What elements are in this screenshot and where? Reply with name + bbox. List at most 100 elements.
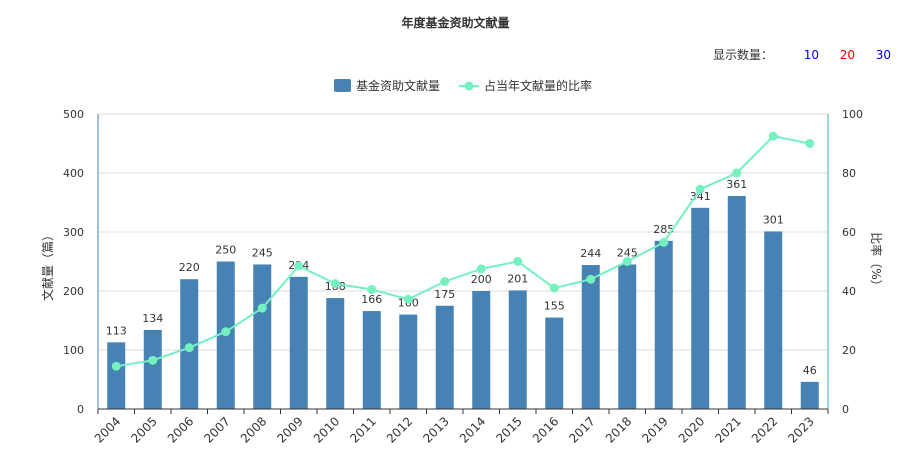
x-tick-label: 2015 [493, 414, 524, 445]
bar-value-label: 285 [653, 223, 674, 236]
y2-tick-label: 100 [842, 108, 863, 121]
bar-value-label: 113 [106, 324, 127, 337]
bar[interactable] [362, 311, 381, 409]
legend: 基金资助文献量 占当年文献量的比率 [334, 78, 592, 93]
x-tick-label: 2019 [639, 414, 670, 445]
bar[interactable] [581, 265, 600, 409]
legend-bar-swatch[interactable] [334, 79, 351, 92]
x-tick-label: 2013 [420, 414, 451, 445]
x-tick-label: 2011 [347, 414, 378, 445]
x-tick-label: 2009 [274, 414, 305, 445]
bar-value-label: 134 [142, 312, 163, 325]
y2-axis-title: 比率（%） [869, 232, 884, 291]
bar[interactable] [253, 264, 272, 409]
legend-line-label[interactable]: 占当年文献量的比率 [484, 78, 592, 93]
x-tick-label: 2017 [566, 414, 597, 445]
y-tick-label: 300 [63, 226, 84, 239]
x-tick-label: 2004 [92, 414, 123, 445]
bar-value-label: 175 [434, 288, 455, 301]
ratio-point[interactable] [221, 327, 231, 337]
y-axis-title: 文献量（篇） [40, 229, 55, 301]
bar-value-label: 244 [580, 247, 601, 260]
y-tick-label: 100 [63, 344, 84, 357]
legend-bar-label[interactable]: 基金资助文献量 [356, 78, 440, 93]
x-tick-label: 2005 [128, 414, 159, 445]
bar[interactable] [326, 298, 345, 409]
ratio-point[interactable] [184, 343, 194, 353]
bar[interactable] [472, 291, 491, 409]
y-tick-label: 500 [63, 108, 84, 121]
x-tick-label: 2022 [749, 414, 780, 445]
ratio-point[interactable] [695, 184, 705, 194]
ratio-point[interactable] [622, 257, 632, 266]
ratio-point[interactable] [476, 264, 486, 274]
bar[interactable] [289, 276, 308, 409]
bar-value-label: 46 [803, 364, 817, 377]
y2-tick-label: 20 [842, 344, 856, 357]
bar-value-label: 200 [471, 273, 492, 286]
ratio-point[interactable] [440, 277, 450, 287]
y2-tick-label: 0 [842, 403, 849, 416]
x-tick-label: 2012 [384, 414, 415, 445]
x-tick-label: 2008 [238, 414, 269, 445]
bar[interactable] [618, 264, 637, 409]
x-tick-label: 2018 [603, 414, 634, 445]
bar[interactable] [691, 207, 710, 409]
bar-value-label: 245 [252, 246, 273, 259]
bar-value-label: 301 [763, 213, 784, 226]
bar-value-label: 245 [617, 246, 638, 259]
bar-value-label: 166 [361, 293, 382, 306]
bar-value-label: 341 [690, 190, 711, 203]
ratio-point[interactable] [330, 279, 340, 289]
bar[interactable] [727, 196, 746, 409]
ratio-point[interactable] [148, 355, 158, 365]
x-tick-label: 2010 [311, 414, 342, 445]
bar-value-label: 361 [726, 178, 747, 191]
y2-tick-label: 60 [842, 226, 856, 239]
y-tick-label: 400 [63, 167, 84, 180]
bar[interactable] [508, 290, 527, 409]
bar-value-label: 155 [544, 300, 565, 313]
bar[interactable] [545, 317, 564, 409]
x-tick-label: 2020 [676, 414, 707, 445]
ratio-point[interactable] [111, 361, 121, 371]
ratio-point[interactable] [257, 303, 267, 313]
x-tick-label: 2007 [201, 414, 232, 445]
ratio-point[interactable] [513, 257, 523, 266]
display-count-selector: 显示数量： 10 20 30 [713, 46, 891, 63]
bar[interactable] [764, 231, 783, 409]
display-count-option-30[interactable]: 30 [875, 47, 891, 62]
chart-title: 年度基金资助文献量 [401, 16, 510, 30]
bar[interactable] [654, 240, 673, 409]
bar[interactable] [435, 305, 454, 409]
bar[interactable] [800, 381, 819, 409]
x-tick-label: 2016 [530, 414, 561, 445]
display-count-option-10[interactable]: 10 [803, 47, 819, 62]
display-count-label: 显示数量： [712, 48, 773, 62]
ratio-point[interactable] [294, 261, 304, 271]
y-tick-label: 0 [77, 403, 84, 416]
display-count-option-20[interactable]: 20 [839, 47, 855, 62]
x-tick-label: 2021 [712, 414, 743, 445]
bar[interactable] [399, 314, 418, 409]
x-tick-label: 2023 [785, 414, 816, 445]
ratio-point[interactable] [403, 294, 413, 304]
ratio-line [116, 135, 810, 368]
bar-value-label: 250 [215, 244, 236, 257]
ratio-point[interactable] [732, 168, 742, 178]
bar[interactable] [107, 342, 126, 409]
x-tick-label: 2006 [165, 414, 196, 445]
ratio-point[interactable] [805, 139, 815, 148]
ratio-point[interactable] [367, 285, 377, 295]
y2-tick-label: 40 [842, 285, 856, 298]
ratio-point[interactable] [549, 283, 559, 293]
ratio-point[interactable] [768, 131, 778, 141]
bar[interactable] [143, 329, 162, 409]
legend-line-marker [464, 81, 474, 91]
bar-value-label: 220 [179, 261, 200, 274]
y-tick-label: 200 [63, 285, 84, 298]
ratio-point[interactable] [659, 237, 669, 247]
ratio-point[interactable] [586, 274, 596, 284]
bar-value-label: 201 [507, 272, 528, 285]
